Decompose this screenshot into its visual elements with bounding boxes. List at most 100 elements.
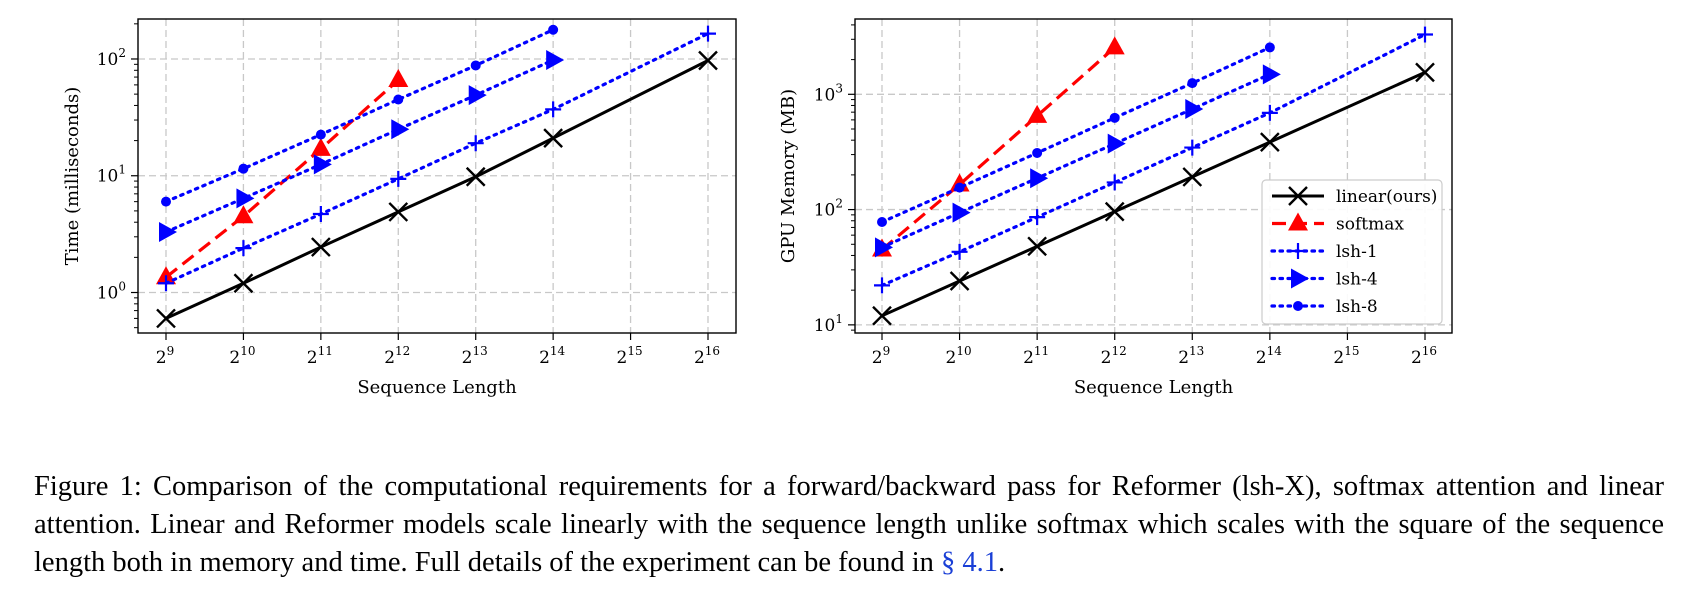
series-linear-ours (872, 62, 1435, 326)
data-point (951, 243, 968, 260)
legend-label: lsh-4 (1336, 270, 1378, 290)
x-axis-label: Sequence Length (357, 377, 517, 398)
series-line (880, 72, 1272, 249)
y-tick-label: 102 (97, 46, 126, 70)
data-point (391, 119, 410, 140)
data-point (1262, 64, 1281, 85)
data-point (1104, 36, 1125, 55)
x-tick-label: 216 (694, 344, 720, 368)
data-point (1185, 99, 1204, 120)
data-point (952, 202, 971, 223)
legend: linear(ours) softmax lsh-1 lsh-4 lsh-8 (1261, 179, 1443, 325)
x-tick-label: 216 (1411, 344, 1437, 368)
series-lsh-1 (158, 25, 716, 292)
data-point (393, 94, 404, 105)
data-point (310, 137, 331, 156)
legend-entry-linear-ours: linear(ours) (1272, 186, 1437, 207)
data-point (465, 166, 486, 187)
data-point (1187, 78, 1198, 89)
x-tick-label: 210 (946, 344, 972, 368)
data-point (233, 273, 254, 294)
x-tick-label: 211 (1023, 344, 1049, 368)
data-point (156, 308, 176, 329)
legend-label: lsh-8 (1336, 297, 1378, 317)
series-line (165, 78, 400, 279)
legend-marker (1288, 212, 1308, 231)
data-point (158, 275, 174, 292)
legend-label: lsh-1 (1336, 242, 1378, 262)
data-point (545, 101, 562, 118)
legend-label: linear(ours) (1336, 187, 1437, 207)
series-lsh-8 (877, 42, 1275, 228)
data-point (390, 170, 407, 187)
series-lsh-8 (161, 24, 559, 207)
x-tick-label: 29 (156, 344, 174, 368)
y-tick-label: 101 (97, 163, 126, 187)
data-point (233, 205, 254, 224)
data-point (1415, 62, 1435, 83)
data-point (468, 85, 487, 106)
x-tick-label: 215 (617, 344, 643, 368)
legend-entry-lsh-4: lsh-4 (1270, 268, 1378, 290)
data-point (874, 277, 890, 294)
data-point (235, 240, 252, 257)
data-point (1417, 26, 1433, 43)
x-tick-label: 29 (872, 344, 890, 368)
x-tick-label: 213 (1178, 344, 1204, 368)
chart-panel-1: 100 101 102 29 210 211 212 213 214 215 216 Sequence… (62, 18, 737, 398)
data-point (875, 237, 893, 258)
series-lsh-4 (159, 50, 565, 242)
legend-marker (1293, 301, 1303, 311)
data-point (315, 129, 326, 140)
series-line (164, 28, 555, 204)
legend-box (1261, 179, 1443, 325)
y-axis-label: Time (milliseconds) (62, 87, 83, 266)
series-lsh-4 (875, 64, 1281, 258)
data-point (543, 128, 563, 148)
data-point (1107, 133, 1126, 154)
data-point (954, 182, 965, 193)
data-point (467, 135, 484, 152)
data-point (236, 188, 255, 209)
data-point (1260, 132, 1280, 152)
series-lsh-1 (874, 26, 1433, 294)
x-tick-label: 212 (1101, 344, 1127, 368)
data-point (161, 196, 171, 207)
x-tick-label: 212 (384, 344, 410, 368)
series-line (880, 45, 1272, 224)
data-point (1027, 104, 1048, 123)
series-line (164, 31, 710, 285)
x-tick-label: 213 (462, 344, 488, 368)
y-tick-label: 101 (814, 312, 843, 336)
data-point (1106, 174, 1123, 191)
data-point (698, 50, 718, 71)
data-point (388, 69, 409, 88)
x-tick-label: 214 (1256, 344, 1282, 368)
data-point (1032, 147, 1043, 158)
x-tick-label: 211 (307, 344, 333, 368)
data-point (949, 271, 970, 291)
data-point (238, 163, 249, 174)
data-point (1030, 168, 1049, 189)
y-tick-label: 103 (814, 81, 843, 105)
data-point (312, 206, 329, 223)
y-tick-label: 102 (814, 197, 843, 221)
legend-marker (1290, 243, 1306, 259)
data-point (1182, 167, 1203, 187)
figure-caption: Figure 1: Comparison of the computationa… (34, 468, 1664, 582)
caption-text: Figure 1: Comparison of the computationa… (34, 471, 1664, 578)
plot-frame (854, 18, 1453, 334)
series-line (880, 46, 1116, 251)
y-axis-label: GPU Memory (MB) (778, 89, 799, 263)
section-reference-link[interactable]: § 4.1 (941, 547, 999, 578)
legend-marker (1288, 186, 1308, 206)
data-point (1029, 209, 1046, 226)
data-point (313, 154, 332, 175)
x-axis-label: Sequence Length (1074, 377, 1234, 398)
data-point (1109, 112, 1120, 123)
y-tick-label: 100 (97, 280, 126, 304)
series-line (164, 58, 555, 234)
data-point (388, 202, 409, 222)
data-point (1264, 42, 1275, 53)
